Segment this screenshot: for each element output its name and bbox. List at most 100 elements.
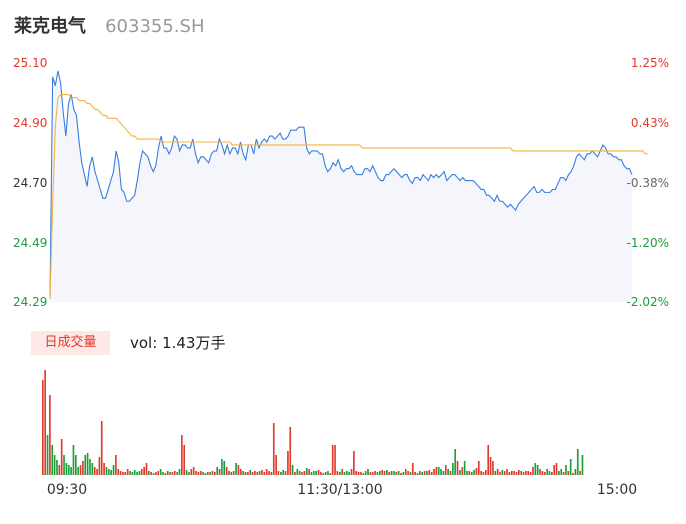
volume-bar	[280, 472, 282, 475]
volume-bar	[510, 471, 513, 475]
y-right-tick-label: 0.43%	[631, 116, 669, 130]
volume-bar	[400, 473, 402, 475]
volume-bar	[176, 472, 178, 475]
volume-bar	[461, 467, 464, 475]
volume-bar	[206, 472, 209, 475]
volume-bar	[430, 472, 433, 475]
volume-bar	[211, 471, 214, 475]
volume-bar	[553, 465, 556, 475]
y-left-tick-label: 25.10	[13, 56, 47, 70]
volume-bar	[42, 380, 44, 475]
volume-bar	[235, 463, 237, 475]
volume-bar	[364, 471, 367, 475]
volume-bar	[98, 457, 101, 475]
volume-bar	[244, 472, 247, 475]
volume-bar	[409, 472, 412, 475]
volume-bar	[237, 465, 240, 475]
volume-bar	[395, 472, 398, 475]
volume-bar	[388, 472, 391, 475]
volume-bar	[254, 471, 256, 475]
volume-bar	[157, 471, 160, 475]
y-left-tick-label: 24.49	[13, 236, 47, 250]
volume-bar	[60, 439, 63, 475]
volume-bar	[291, 465, 294, 475]
volume-bar	[343, 472, 346, 475]
volume-bar	[541, 471, 544, 475]
volume-bar	[155, 472, 157, 475]
volume-bar	[100, 421, 103, 475]
volume-bar	[122, 472, 124, 475]
volume-bar	[508, 472, 511, 475]
volume-bar	[265, 469, 268, 475]
volume-bar	[515, 472, 518, 475]
volume-bar	[268, 471, 270, 475]
volume-bar	[148, 471, 150, 475]
volume-bar	[569, 459, 572, 475]
x-tick-label: 09:30	[47, 482, 87, 498]
stock-name: 莱克电气	[14, 16, 86, 37]
volume-bar	[437, 467, 440, 475]
y-right-tick-label: 1.25%	[631, 56, 669, 70]
volume-bar	[435, 467, 438, 475]
stock-code: 603355.SH	[105, 16, 205, 37]
volume-bar	[129, 471, 131, 475]
volume-bar	[103, 463, 105, 475]
volume-bar	[520, 471, 523, 475]
volume-bar	[305, 468, 308, 475]
volume-bar	[345, 471, 348, 475]
volume-bar	[565, 465, 567, 475]
x-tick-label: 15:00	[597, 482, 637, 498]
volume-bar	[494, 471, 497, 475]
volume-bar	[442, 471, 445, 475]
volume-bar	[282, 470, 285, 475]
volume-bar	[470, 472, 473, 475]
volume-bar	[150, 472, 153, 475]
volume-bar	[107, 469, 110, 475]
volume-bar	[79, 465, 82, 475]
volume-bar	[126, 469, 129, 475]
volume-bar	[492, 461, 494, 475]
volume-bar	[452, 463, 454, 475]
price-area	[50, 70, 632, 302]
volume-bar	[228, 471, 230, 475]
volume-bar	[572, 473, 574, 475]
volume-bar	[190, 469, 193, 475]
volume-bar	[496, 469, 499, 475]
volume-bar	[58, 465, 61, 475]
volume-bar	[270, 472, 273, 475]
volume-bar	[131, 472, 134, 475]
volume-bar	[202, 472, 204, 475]
volume-bar	[560, 469, 563, 475]
volume-bar	[543, 472, 546, 475]
volume-tab[interactable]: 日成交量	[31, 331, 110, 355]
volume-bar	[503, 471, 506, 475]
volume-bar	[378, 471, 381, 475]
volume-bar	[518, 470, 520, 475]
volume-bar	[84, 455, 87, 475]
volume-bar	[96, 469, 98, 475]
average-price-line	[49, 94, 648, 300]
volume-bar	[414, 472, 416, 475]
volume-bar	[348, 472, 350, 475]
volume-bar	[110, 470, 112, 475]
volume-bar	[449, 471, 452, 475]
volume-bar	[369, 472, 372, 475]
volume-bar	[367, 469, 369, 475]
volume-bar	[381, 470, 383, 475]
volume-bar	[105, 467, 108, 475]
volume-bar	[188, 472, 190, 475]
volume-bar	[89, 459, 91, 475]
volume-bar	[214, 472, 216, 475]
volume-bar	[216, 467, 219, 475]
volume-bar	[195, 471, 197, 475]
volume-bar	[558, 471, 560, 475]
volume-bar	[247, 472, 249, 475]
volume-bar	[294, 472, 296, 475]
volume-bar	[548, 471, 551, 475]
volume-bar	[374, 471, 376, 475]
volume-bar	[317, 470, 320, 475]
volume-bar	[433, 469, 435, 475]
volume-bar	[289, 427, 292, 475]
volume-bar	[485, 470, 487, 475]
